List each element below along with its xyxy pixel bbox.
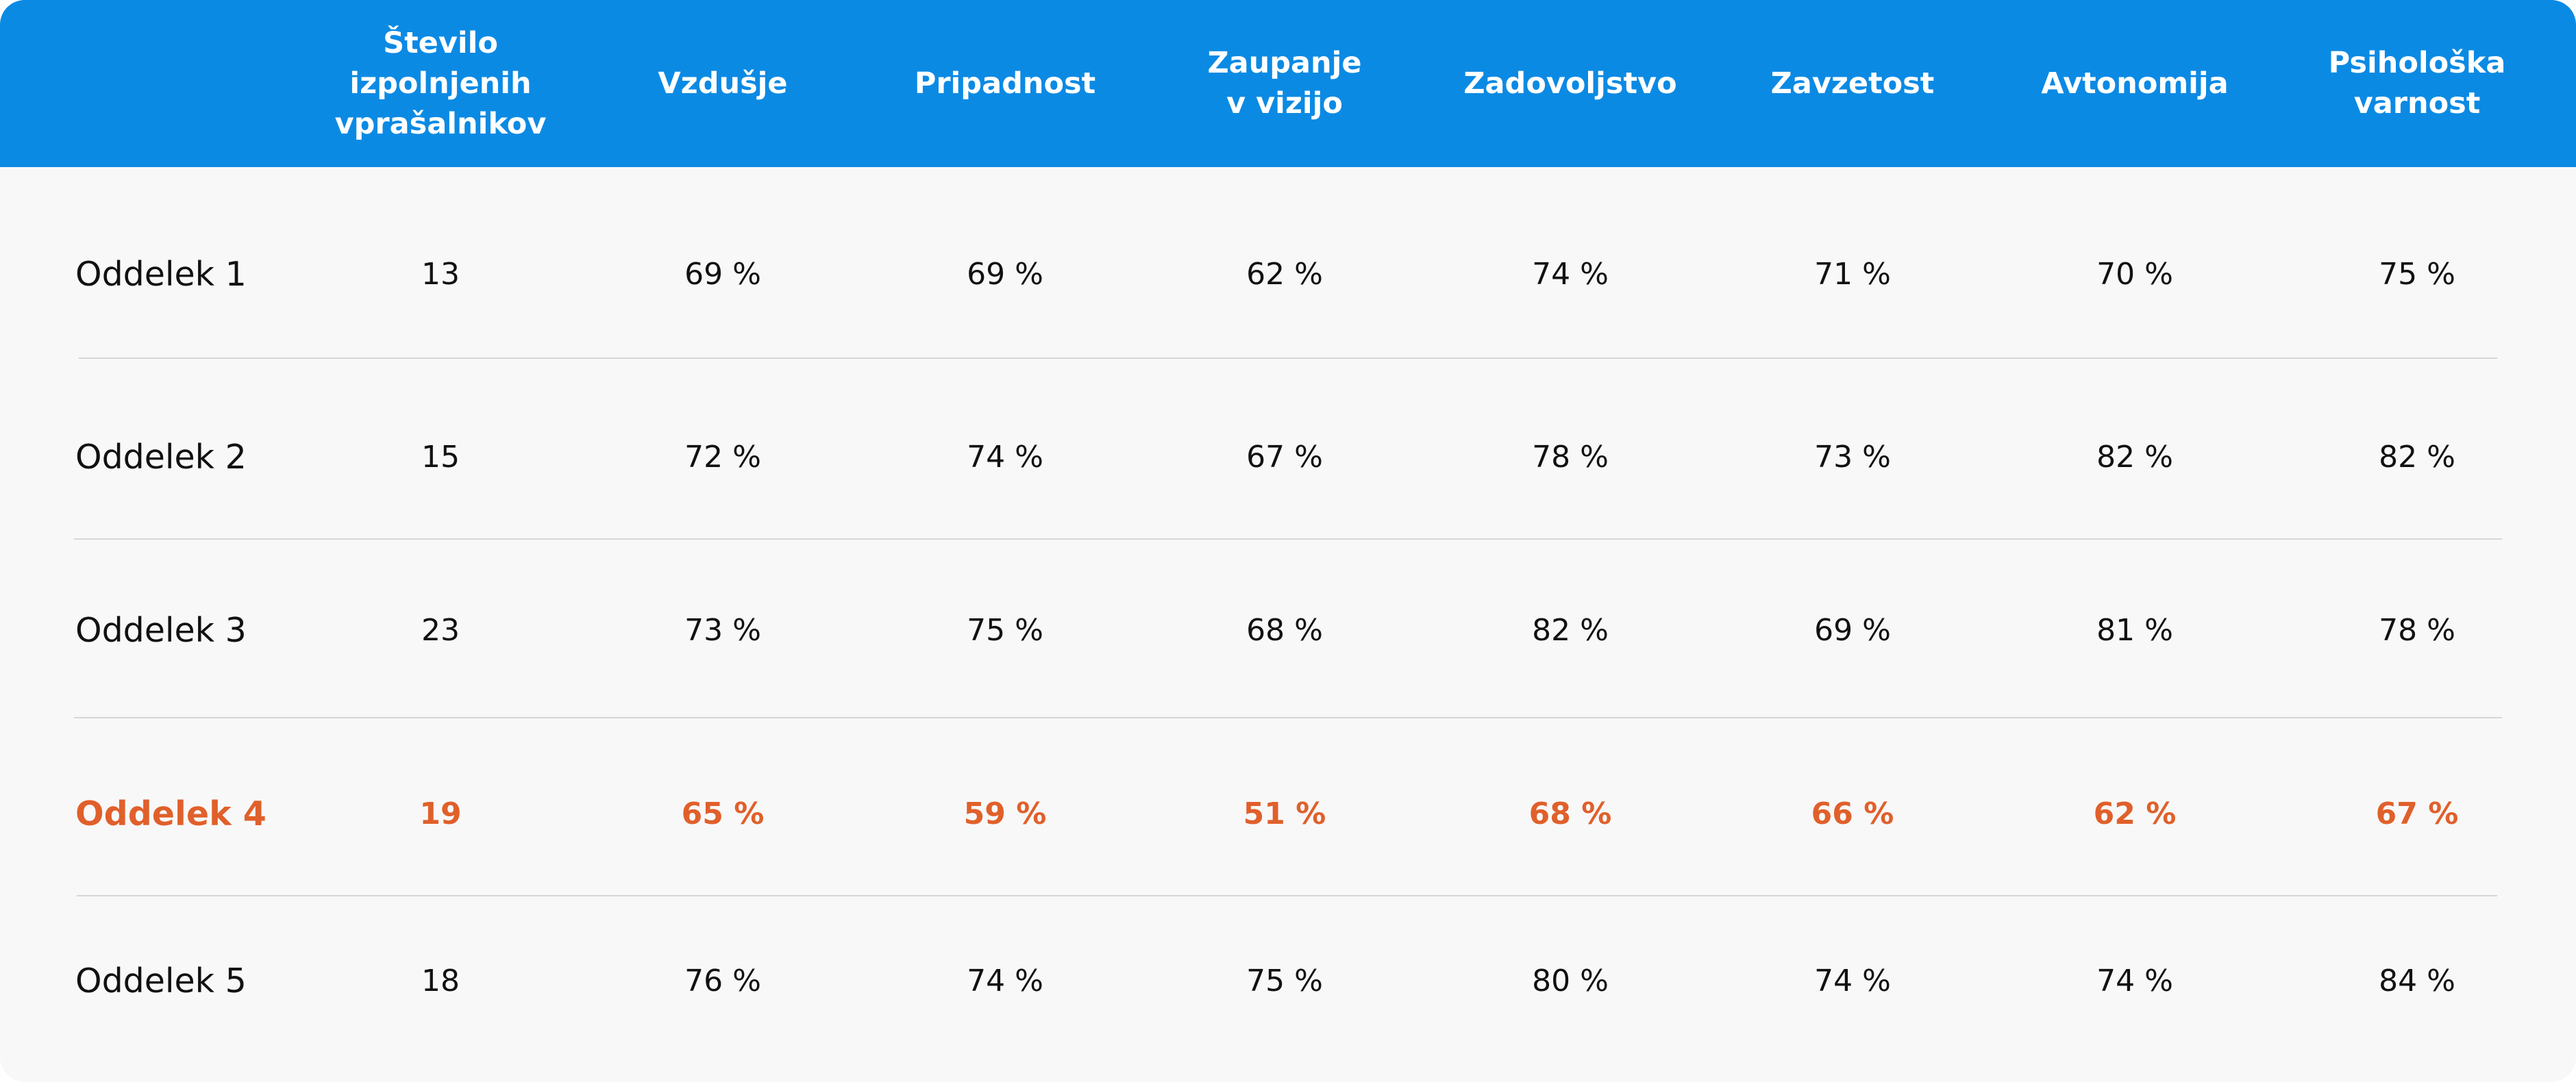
- percent-cell: 73 %: [1814, 439, 1891, 475]
- column-header-6: Zavzetost: [1770, 66, 1935, 101]
- row-label: Oddelek 3: [75, 610, 247, 650]
- row-divider: [74, 717, 2502, 718]
- percent-cell: 71 %: [1814, 256, 1891, 292]
- percent-cell: 72 %: [684, 439, 761, 475]
- percent-cell: 68 %: [1528, 796, 1612, 831]
- count-cell: 19: [419, 796, 462, 831]
- percent-cell: 68 %: [1246, 612, 1323, 648]
- column-header-7: Avtonomija: [2041, 66, 2229, 101]
- percent-cell: 82 %: [2096, 439, 2173, 475]
- row-label: Oddelek 5: [75, 961, 247, 1001]
- percent-cell: 70 %: [2096, 256, 2173, 292]
- percent-cell: 75 %: [967, 612, 1043, 648]
- percent-cell: 74 %: [1814, 963, 1891, 998]
- count-cell: 15: [421, 439, 460, 475]
- percent-cell: 69 %: [684, 256, 761, 292]
- percent-cell: 65 %: [681, 796, 765, 831]
- table-header: Število izpolnjenih vprašalnikov Vzdušje P…: [0, 0, 2576, 167]
- percent-cell: 74 %: [1532, 256, 1609, 292]
- column-header-2: Vzdušje: [658, 66, 788, 101]
- count-cell: 23: [421, 612, 460, 648]
- percent-cell: 73 %: [684, 612, 761, 648]
- row-label: Oddelek 1: [75, 254, 247, 294]
- row-label: Oddelek 4: [75, 794, 267, 833]
- row-label: Oddelek 2: [75, 437, 247, 477]
- column-header-1: Število izpolnjenih vprašalnikov: [334, 25, 547, 141]
- percent-cell: 62 %: [2093, 796, 2177, 831]
- column-header-5: Zadovoljstvo: [1463, 66, 1677, 101]
- percent-cell: 81 %: [2096, 612, 2173, 648]
- column-header-8: Psihološka varnost: [2328, 46, 2506, 121]
- percent-cell: 74 %: [967, 963, 1043, 998]
- percent-cell: 69 %: [967, 256, 1043, 292]
- percent-cell: 74 %: [967, 439, 1043, 475]
- column-header-3: Pripadnost: [914, 66, 1096, 101]
- column-header-4: Zaupanje v vizijo: [1207, 46, 1362, 121]
- row-divider: [74, 538, 2502, 540]
- count-cell: 18: [421, 963, 460, 998]
- row-divider: [79, 357, 2497, 359]
- percent-cell: 82 %: [2379, 439, 2455, 475]
- percent-cell: 59 %: [963, 796, 1047, 831]
- percent-cell: 82 %: [1532, 612, 1609, 648]
- percent-cell: 84 %: [2379, 963, 2455, 998]
- percent-cell: 67 %: [2375, 796, 2459, 831]
- percent-cell: 62 %: [1246, 256, 1323, 292]
- percent-cell: 67 %: [1246, 439, 1323, 475]
- percent-cell: 69 %: [1814, 612, 1891, 648]
- count-cell: 13: [421, 256, 460, 292]
- percent-cell: 75 %: [2379, 256, 2455, 292]
- percent-cell: 80 %: [1532, 963, 1609, 998]
- percent-cell: 76 %: [684, 963, 761, 998]
- percent-cell: 78 %: [2379, 612, 2455, 648]
- percent-cell: 74 %: [2096, 963, 2173, 998]
- row-divider: [77, 895, 2497, 896]
- percent-cell: 78 %: [1532, 439, 1609, 475]
- percent-cell: 75 %: [1246, 963, 1323, 998]
- percent-cell: 66 %: [1811, 796, 1894, 831]
- percent-cell: 51 %: [1243, 796, 1326, 831]
